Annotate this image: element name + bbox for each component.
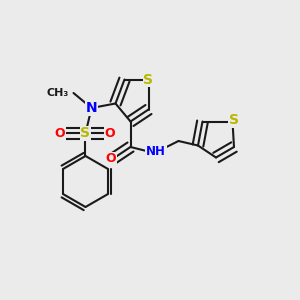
Text: S: S: [143, 73, 154, 86]
Text: S: S: [229, 113, 239, 127]
Text: N: N: [86, 101, 97, 115]
Text: O: O: [106, 152, 116, 166]
Text: CH₃: CH₃: [47, 88, 69, 98]
Text: NH: NH: [146, 145, 166, 158]
Text: S: S: [80, 127, 91, 140]
Text: O: O: [104, 127, 115, 140]
Text: O: O: [55, 127, 65, 140]
